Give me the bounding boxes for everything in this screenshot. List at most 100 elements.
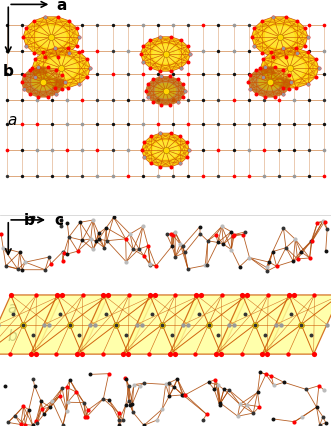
Point: [113, 321, 118, 328]
Point: [130, 400, 135, 407]
Point: [77, 34, 82, 41]
Point: [261, 98, 266, 104]
Point: [323, 248, 328, 255]
Point: [261, 147, 266, 154]
Point: [38, 398, 44, 405]
Point: [201, 98, 206, 104]
Point: [4, 147, 9, 154]
Point: [268, 372, 274, 379]
Point: [166, 393, 172, 400]
Point: [95, 121, 100, 128]
Point: [216, 48, 221, 55]
Point: [292, 147, 297, 154]
Point: [272, 64, 277, 71]
Point: [96, 236, 102, 243]
Point: [155, 72, 161, 79]
Point: [42, 14, 48, 21]
Point: [66, 234, 71, 241]
Point: [157, 34, 163, 41]
Point: [45, 95, 50, 101]
Point: [8, 292, 14, 299]
Point: [257, 403, 262, 410]
Point: [175, 376, 180, 383]
Point: [186, 147, 191, 154]
Point: [42, 14, 48, 21]
Point: [201, 147, 206, 154]
Point: [167, 102, 172, 109]
Point: [160, 321, 165, 328]
Point: [140, 147, 145, 154]
Point: [292, 23, 297, 29]
Point: [116, 409, 121, 416]
Point: [40, 79, 46, 86]
Point: [66, 50, 71, 57]
Point: [187, 147, 192, 154]
Point: [7, 351, 13, 358]
Point: [60, 385, 65, 391]
Point: [160, 406, 165, 412]
Point: [295, 256, 300, 263]
Point: [215, 239, 220, 246]
Point: [95, 98, 100, 104]
Point: [77, 332, 82, 339]
Point: [125, 121, 130, 128]
Point: [54, 67, 59, 74]
Point: [61, 250, 67, 257]
Point: [74, 351, 79, 358]
Point: [163, 147, 168, 154]
Point: [289, 311, 294, 318]
Point: [262, 64, 268, 71]
Point: [60, 258, 66, 265]
Point: [170, 232, 175, 239]
Point: [95, 72, 100, 79]
Point: [34, 98, 39, 104]
Point: [160, 321, 165, 328]
Point: [65, 98, 70, 104]
Point: [141, 253, 146, 259]
Point: [185, 44, 191, 51]
Point: [55, 14, 60, 21]
Polygon shape: [258, 74, 281, 91]
Point: [32, 74, 38, 81]
Point: [33, 418, 39, 425]
Point: [252, 43, 257, 50]
Point: [247, 254, 252, 261]
Point: [23, 421, 28, 426]
Point: [168, 164, 173, 171]
Point: [292, 72, 297, 79]
Point: [101, 395, 106, 402]
Point: [305, 34, 310, 41]
Point: [77, 34, 82, 41]
Point: [289, 79, 294, 86]
Point: [65, 23, 70, 29]
Point: [264, 351, 270, 358]
Point: [32, 74, 38, 81]
Point: [123, 402, 128, 409]
Point: [324, 226, 330, 233]
Point: [205, 238, 210, 245]
Point: [163, 52, 168, 58]
Point: [169, 332, 175, 339]
Point: [34, 292, 39, 299]
Point: [281, 67, 286, 74]
Point: [138, 52, 143, 58]
Polygon shape: [216, 295, 294, 354]
Point: [141, 155, 147, 161]
Point: [322, 219, 327, 225]
Point: [258, 66, 263, 72]
Point: [265, 292, 271, 299]
Point: [65, 48, 70, 55]
Polygon shape: [32, 49, 90, 89]
Point: [154, 417, 160, 423]
Point: [240, 292, 245, 299]
Point: [322, 173, 327, 180]
Point: [307, 121, 312, 128]
Point: [55, 54, 60, 61]
Point: [215, 382, 221, 389]
Point: [65, 72, 70, 79]
Point: [151, 77, 156, 83]
Point: [246, 173, 251, 180]
Point: [140, 48, 145, 55]
Point: [201, 121, 206, 128]
Point: [134, 321, 139, 328]
